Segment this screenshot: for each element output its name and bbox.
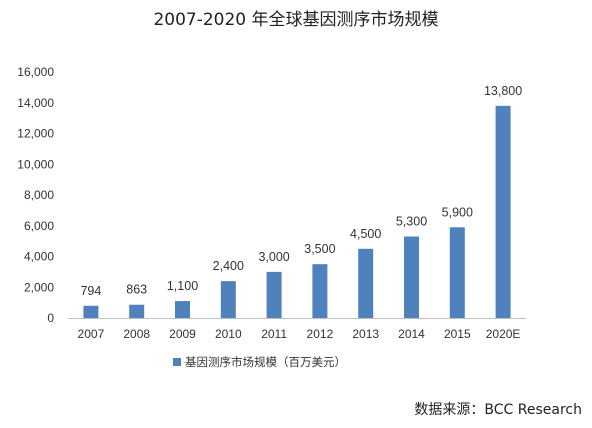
data-label-2015: 5,900 [442, 205, 473, 219]
y-tick-label: 2,000 [24, 280, 54, 294]
data-label-2013: 4,500 [350, 227, 381, 241]
x-tick-label: 2009 [169, 327, 196, 341]
x-tick-label: 2007 [78, 327, 105, 341]
x-tick-label: 2012 [307, 327, 334, 341]
data-label-2011: 3,000 [258, 250, 289, 264]
data-label-2012: 3,500 [304, 242, 335, 256]
data-label-2008: 863 [126, 283, 147, 297]
bars [83, 105, 511, 318]
data-label-2020E: 13,800 [484, 84, 522, 98]
data-label-2014: 5,300 [396, 215, 427, 229]
chart-title: 2007-2020 年全球基因测序市场规模 [153, 10, 438, 30]
data-label-2010: 2,400 [213, 259, 244, 273]
bar-2014 [404, 236, 419, 318]
bar-2010 [220, 281, 236, 318]
bar-2008 [129, 304, 145, 318]
y-tick-label: 12,000 [17, 127, 54, 141]
bar-2013 [358, 248, 374, 318]
y-axis: 0 2,000 4,000 6,000 8,000 10,000 12,000 14,000 1… [17, 65, 54, 325]
bar-2007 [83, 305, 99, 318]
x-tick-label: 2013 [352, 327, 379, 341]
bar-2020E [495, 105, 511, 318]
bar-2011 [266, 271, 282, 318]
legend-label: 基因测序市场规模（百万美元） [185, 355, 346, 369]
x-axis: 2007 2008 2009 2010 2011 2012 2013 2014 2015 2020… [68, 318, 526, 341]
x-tick-label: 2010 [215, 327, 242, 341]
y-tick-label: 14,000 [17, 96, 54, 110]
y-tick-label: 8,000 [24, 188, 54, 202]
legend: 基因测序市场规模（百万美元） [173, 355, 346, 369]
y-tick-label: 6,000 [24, 219, 54, 233]
y-tick-label: 16,000 [17, 65, 54, 79]
y-tick-label: 0 [47, 311, 54, 325]
bar-2015 [449, 227, 465, 318]
legend-swatch [173, 358, 181, 366]
source-note: 数据来源：BCC Research [414, 402, 582, 418]
data-label-2007: 794 [80, 284, 101, 298]
x-tick-label: 2020E [486, 327, 521, 341]
y-tick-label: 4,000 [24, 250, 54, 264]
x-tick-label: 2015 [444, 327, 471, 341]
x-tick-label: 2011 [261, 327, 287, 341]
x-tick-label: 2008 [123, 327, 150, 341]
y-tick-label: 10,000 [17, 157, 54, 171]
bar-2012 [312, 264, 328, 318]
data-label-2009: 1,100 [167, 279, 198, 293]
data-labels: 794 863 1,100 2,400 3,000 3,500 4,500 5,300 5,90… [80, 84, 522, 298]
x-tick-label: 2014 [398, 327, 425, 341]
bar-2009 [175, 301, 190, 318]
